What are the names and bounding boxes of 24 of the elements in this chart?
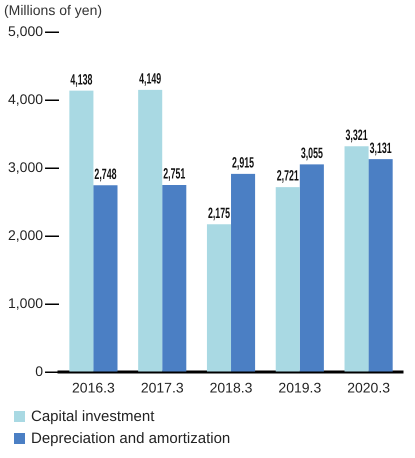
data-label: 4,149 [139,70,162,88]
data-label: 2,751 [163,165,186,182]
x-tick-label: 2020.3 [347,379,390,396]
data-label: 2,748 [94,165,117,183]
x-tick-label: 2016.3 [72,379,116,396]
data-label: 3,131 [370,139,392,156]
data-label: 3,055 [300,144,323,162]
y-tick-label: 4,000 [8,90,44,107]
x-tick-label: 2018.3 [210,379,253,396]
x-tick-label: 2019.3 [278,379,322,396]
y-tick-label: 0 [35,363,44,380]
y-axis-title: (Millions of yen) [4,2,102,18]
y-tick-label: 5,000 [8,22,44,39]
data-label: 4,138 [70,70,93,88]
data-label: 2,915 [232,154,254,172]
legend-label: Capital investment [31,408,154,424]
data-label: 3,321 [346,126,368,144]
x-tick-label: 2017.3 [140,379,184,396]
y-tick-label: 1,000 [8,295,44,312]
data-label: 2,721 [276,167,299,184]
y-tick-label: 3,000 [8,158,44,175]
y-tick-label: 2,000 [8,226,44,243]
legend-label: Depreciation and amortization [31,430,230,446]
data-label: 2,175 [208,204,230,222]
